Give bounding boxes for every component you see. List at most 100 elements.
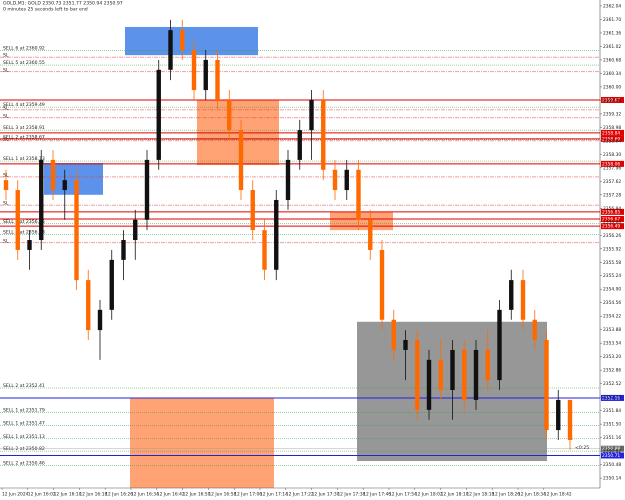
x-tick-label: 12 Jun 18:02 [415, 492, 443, 498]
y-tick-label: 2353.88 [603, 327, 621, 333]
y-tick-label: 2356.94 [603, 206, 621, 212]
candle-body [27, 240, 32, 250]
sl-label: SL [3, 238, 9, 244]
candle-body [520, 280, 526, 320]
y-tick-label: 2350.14 [603, 476, 621, 482]
level-tag [601, 96, 624, 103]
candle-body [450, 349, 455, 391]
candle-body [168, 30, 173, 70]
y-tick-label: 2361.36 [603, 30, 621, 36]
candle-body [109, 259, 114, 310]
order-label: SELL 2 at 2352.41 [3, 383, 45, 389]
candle-body [274, 199, 279, 270]
candle-body [556, 399, 561, 431]
candle-body [227, 99, 232, 131]
level-tag [601, 160, 624, 167]
x-tick-label: 12 Jun 18:42 [544, 492, 572, 498]
candle-body [156, 69, 161, 160]
y-tick-label: 2358.98 [603, 125, 621, 131]
order-label: SELL 1 at 2351.47 [3, 420, 45, 426]
x-tick-label: 12 Jun 16:18 [79, 492, 107, 498]
candle-body [15, 190, 20, 250]
zone [130, 397, 274, 488]
order-label: SELL 5 at 2360.55 [3, 60, 45, 66]
y-tick-label: 2357.28 [603, 192, 621, 198]
y-tick-label: 2357.96 [603, 165, 621, 171]
candle-body [86, 280, 91, 331]
x-tick-label: 12 Jun 16:26 [105, 492, 133, 498]
y-tick-label: 2360.00 [603, 84, 621, 90]
y-tick-label: 2356.60 [603, 219, 621, 225]
level-tag [601, 129, 624, 136]
candle-body [509, 280, 514, 310]
candle-body [203, 59, 208, 91]
x-tick-label: 12 Jun 2024 [2, 492, 29, 498]
candle-body [250, 190, 255, 231]
order-label: SELL 2 at 2350.46 [3, 460, 45, 466]
chart-subtitle: 0 minutes 25 seconds left to bar end [3, 7, 88, 13]
candle-body [309, 99, 314, 131]
level-label: 2356.67 [602, 217, 620, 223]
candle-body [3, 180, 9, 191]
order-label: SELL 1 at 2351.13 [3, 434, 45, 440]
level-label: 2358.84 [602, 130, 620, 136]
y-tick-label: 2351.16 [603, 435, 621, 441]
sl-label: SL [3, 113, 9, 119]
candle-body [180, 30, 185, 50]
x-tick-label: 12 Jun 16:02 [28, 492, 56, 498]
order-label: SELL 4 at 2359.49 [3, 102, 45, 108]
level-label: 2356.49 [602, 224, 620, 230]
x-tick-label: 12 Jun 17:06 [234, 492, 262, 498]
order-label: SELL 1 at 2358.13 [3, 156, 45, 162]
x-tick-label: 12 Jun 16:42 [157, 492, 185, 498]
y-tick-label: 2356.26 [603, 233, 621, 239]
level-tag [601, 135, 624, 142]
order-label: SELL 2 at 2350.82 [3, 446, 45, 452]
candle-body [74, 180, 79, 281]
zones [44, 26, 547, 488]
level-label: 2358.06 [602, 161, 620, 167]
candle-body [191, 49, 197, 91]
y-tick-label: 2354.90 [603, 287, 621, 293]
x-tick-label: 12 Jun 17:38 [337, 492, 365, 498]
x-tick-label: 12 Jun 18:10 [441, 492, 469, 498]
candle-body [238, 130, 244, 191]
y-tick-label: 2352.18 [603, 395, 621, 401]
candle-body [215, 59, 220, 100]
candle-body [344, 169, 349, 191]
candle-body [426, 359, 432, 410]
x-tick-label: 12 Jun 16:34 [131, 492, 159, 498]
y-tick-label: 2361.02 [603, 44, 621, 50]
labels: GOLD,M1: GOLD 2350.73 2351.77 2350.94 23… [3, 1, 123, 13]
order-label: SELL 2 at 2358.67 [3, 135, 45, 141]
zone [125, 26, 258, 56]
bid-tag [601, 445, 624, 452]
candle-body [356, 169, 361, 220]
order-label: SELL 1 at 2351.79 [3, 408, 45, 414]
candle-body [379, 249, 385, 320]
y-tick-label: 2350.82 [603, 449, 621, 455]
x-tick-label: 12 Jun 17:14 [260, 492, 288, 498]
y-tick-label: 2355.58 [603, 260, 621, 266]
candle-body [532, 319, 537, 341]
sl-label: SL [3, 67, 9, 73]
candle-body [321, 99, 326, 170]
y-tick-label: 2354.22 [603, 314, 621, 320]
y-tick-label: 2358.30 [603, 152, 621, 158]
y-tick-label: 2355.92 [603, 246, 621, 252]
candle-body [133, 219, 138, 241]
y-tick-label: 2354.56 [603, 300, 621, 306]
candle-body [462, 349, 467, 400]
candle-body [62, 180, 67, 191]
x-tick-label: 12 Jun 16:58 [208, 492, 236, 498]
candle-body [368, 219, 373, 250]
level-tag [601, 452, 624, 459]
order-label: SELL 1 at 2356.55 [3, 219, 45, 225]
y-tick-label: 2358.64 [603, 138, 621, 144]
y-tick-label: 2360.34 [603, 71, 621, 77]
candle-body [332, 169, 338, 191]
level-tag [601, 208, 624, 215]
y-tick-label: 2351.50 [603, 422, 621, 428]
